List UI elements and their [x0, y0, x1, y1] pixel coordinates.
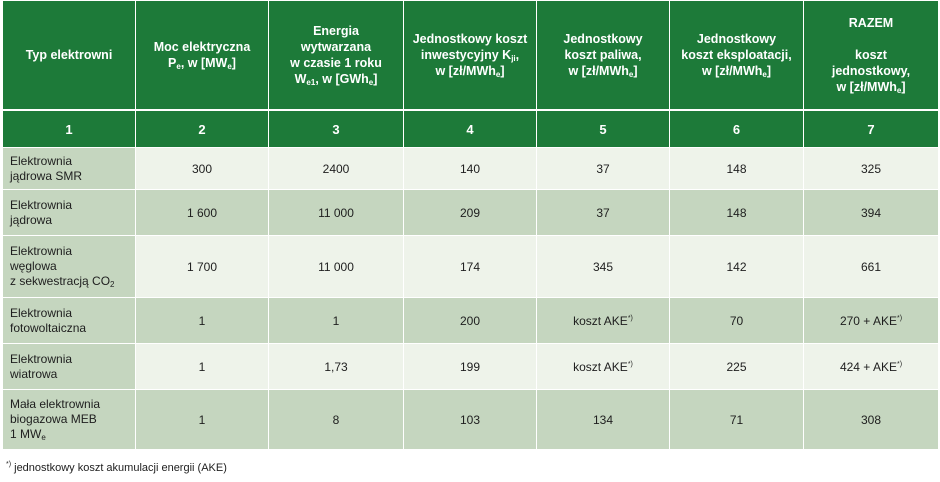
- investment-cell: 103: [403, 389, 537, 450]
- plant-name: Elektrownia jądrowa SMR: [2, 147, 136, 190]
- header-operation-cost: Jednostkowy koszt eksploatacji, w [zł/MW…: [669, 0, 804, 111]
- fuel-cell: 345: [536, 235, 670, 298]
- energy-cell: 8: [268, 389, 404, 450]
- total-cell: 394: [803, 189, 939, 236]
- plant-name: Elektrownia wiatrowa: [2, 343, 136, 390]
- column-number: 4: [403, 109, 537, 148]
- operation-cell: 142: [669, 235, 804, 298]
- table-row: Elektrownia jądrowa SMR 300 2400 140 37 1…: [2, 147, 939, 190]
- energy-cell: 1: [268, 297, 404, 344]
- column-number: 2: [135, 109, 269, 148]
- fuel-cell: 37: [536, 189, 670, 236]
- plant-name: Elektrownia jądrowa: [2, 189, 136, 236]
- total-cell: 424 + AKE*): [803, 343, 939, 390]
- column-number: 3: [268, 109, 404, 148]
- fuel-cell: koszt AKE*): [536, 343, 670, 390]
- header-total-cost: RAZEM koszt jednostkowy, w [zł/MWhe]: [803, 0, 939, 111]
- power-cell: 1 600: [135, 189, 269, 236]
- total-cell: 325: [803, 147, 939, 190]
- header-row: Typ elektrowni Moc elektryczna Pe, w [MW…: [2, 0, 939, 111]
- power-cell: 1: [135, 297, 269, 344]
- column-number: 5: [536, 109, 670, 148]
- plant-name: Mała elektrownia biogazowa MEB 1 MWe: [2, 389, 136, 450]
- column-number: 7: [803, 109, 939, 148]
- header-investment-cost: Jednostkowy koszt inwestycyjny Kji, w [z…: [403, 0, 537, 111]
- header-plant-type: Typ elektrowni: [2, 0, 136, 111]
- header-electric-power: Moc elektryczna Pe, w [MWe]: [135, 0, 269, 111]
- table-row: Mała elektrownia biogazowa MEB 1 MWe 1 8 1…: [2, 389, 939, 450]
- investment-cell: 174: [403, 235, 537, 298]
- footnote: *) jednostkowy koszt akumulacji energii …: [6, 461, 227, 474]
- operation-cell: 225: [669, 343, 804, 390]
- operation-cell: 71: [669, 389, 804, 450]
- column-number: 6: [669, 109, 804, 148]
- investment-cell: 200: [403, 297, 537, 344]
- operation-cell: 148: [669, 147, 804, 190]
- operation-cell: 70: [669, 297, 804, 344]
- total-cell: 308: [803, 389, 939, 450]
- table-row: Elektrownia fotowoltaiczna 1 1 200 koszt …: [2, 297, 939, 344]
- fuel-cell: 37: [536, 147, 670, 190]
- fuel-cell: koszt AKE*): [536, 297, 670, 344]
- column-number: 1: [2, 109, 136, 148]
- plant-name: Elektrownia węglowa z sekwestracją CO2: [2, 235, 136, 298]
- total-cell: 661: [803, 235, 939, 298]
- power-plant-cost-table: Typ elektrowni Moc elektryczna Pe, w [MW…: [2, 0, 939, 450]
- table-row: Elektrownia jądrowa 1 600 11 000 209 37 1…: [2, 189, 939, 236]
- energy-cell: 2400: [268, 147, 404, 190]
- total-cell: 270 + AKE*): [803, 297, 939, 344]
- operation-cell: 148: [669, 189, 804, 236]
- investment-cell: 199: [403, 343, 537, 390]
- power-cell: 1: [135, 343, 269, 390]
- investment-cell: 209: [403, 189, 537, 236]
- investment-cell: 140: [403, 147, 537, 190]
- plant-name: Elektrownia fotowoltaiczna: [2, 297, 136, 344]
- header-fuel-cost: Jednostkowy koszt paliwa, w [zł/MWhe]: [536, 0, 670, 111]
- power-cell: 1 700: [135, 235, 269, 298]
- table-row: Elektrownia wiatrowa 1 1,73 199 koszt AKE…: [2, 343, 939, 390]
- table-row: Elektrownia węglowa z sekwestracją CO2 1 7…: [2, 235, 939, 298]
- column-number-row: 1 2 3 4 5 6 7: [2, 109, 939, 148]
- power-cell: 300: [135, 147, 269, 190]
- fuel-cell: 134: [536, 389, 670, 450]
- power-cell: 1: [135, 389, 269, 450]
- energy-cell: 11 000: [268, 189, 404, 236]
- energy-cell: 1,73: [268, 343, 404, 390]
- energy-cell: 11 000: [268, 235, 404, 298]
- header-energy-generated: Energia wytwarzana w czasie 1 roku We1, …: [268, 0, 404, 111]
